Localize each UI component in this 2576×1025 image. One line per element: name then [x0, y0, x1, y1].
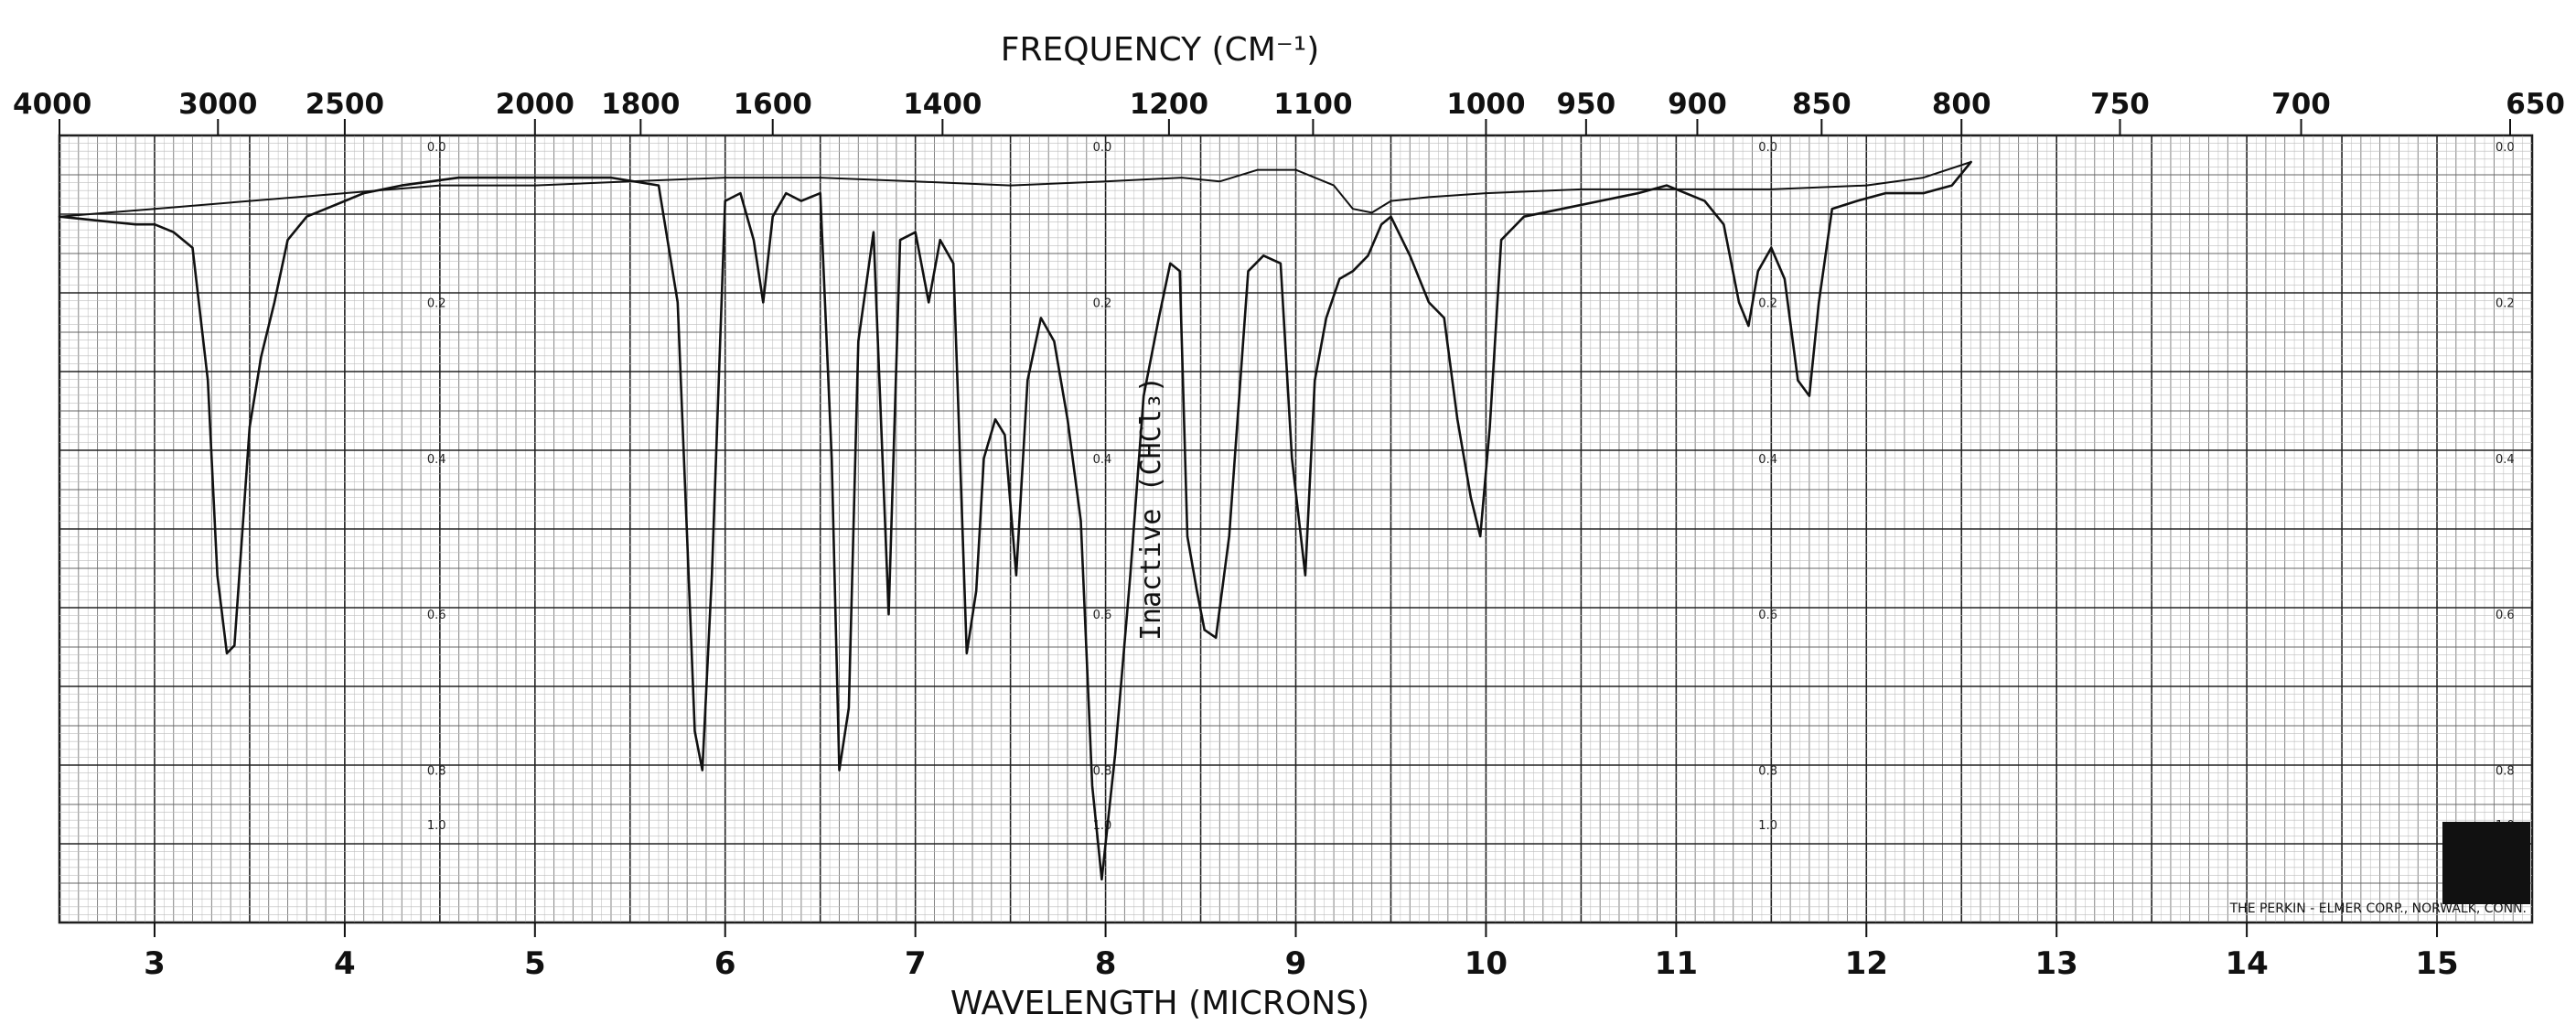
black-marker-block — [2442, 822, 2530, 904]
absorbance-label: 0.8 — [1758, 765, 1777, 779]
absorbance-label: 0.4 — [1093, 453, 1112, 467]
frequency-tick-label: 750 — [2090, 88, 2150, 121]
frequency-tick-label: 650 — [2506, 88, 2565, 121]
absorbance-label: 0.6 — [1093, 609, 1112, 622]
bottom-axis-label: WAVELENGTH (MICRONS) — [950, 985, 1369, 1022]
frequency-tick-label: 4000 — [13, 88, 91, 121]
wavelength-tick-label: 6 — [714, 945, 736, 982]
wavelength-tick-label: 8 — [1095, 945, 1117, 982]
absorbance-label: 1.0 — [427, 819, 446, 833]
frequency-tick-label: 850 — [1792, 88, 1852, 121]
frequency-tick-label: 2500 — [306, 88, 384, 121]
axis-ticks: 4000 3000 2500 2000 1800 1600 1400 1200 1100 1000… — [13, 88, 2565, 982]
annotation-group: Inactive (CHCl₃) — [1135, 376, 1167, 641]
absorbance-label: 0.0 — [427, 141, 446, 155]
frequency-tick-label: 2000 — [496, 88, 574, 121]
absorbance-label: 0.2 — [1093, 297, 1112, 310]
absorbance-label: 0.6 — [1758, 609, 1777, 622]
frequency-tick-label: 1200 — [1130, 88, 1208, 121]
absorbance-label: 0.0 — [1758, 141, 1777, 155]
absorbance-scale: 0.00.20.40.60.81.01.50.00.20.40.60.81.01… — [427, 141, 2515, 833]
wavelength-tick-label: 7 — [905, 945, 927, 982]
chart-grid — [58, 134, 2534, 924]
absorbance-label: 0.8 — [1093, 765, 1112, 779]
absorbance-label: 0.4 — [1758, 453, 1777, 467]
absorbance-label: 0.8 — [2496, 765, 2515, 779]
wavelength-tick-label: 12 — [1845, 945, 1888, 982]
absorbance-label: 0.4 — [2496, 453, 2515, 467]
absorbance-label: 0.6 — [427, 609, 446, 622]
absorbance-label: 0.2 — [2496, 297, 2515, 310]
frequency-tick-label: 800 — [1932, 88, 1991, 121]
wavelength-tick-label: 5 — [524, 945, 546, 982]
absorbance-label: 0.8 — [427, 765, 446, 779]
manufacturer-credit: THE PERKIN - ELMER CORP., NORWALK, CONN. — [2229, 901, 2527, 916]
absorbance-label: 0.2 — [427, 297, 446, 310]
frequency-tick-label: 3000 — [178, 88, 257, 121]
spectrum-traces — [58, 160, 1972, 881]
frequency-tick-label: 1400 — [903, 88, 982, 121]
wavelength-tick-label: 3 — [144, 945, 166, 982]
absorbance-label: 1.0 — [1758, 819, 1777, 833]
frequency-tick-label: 700 — [2271, 88, 2331, 121]
wavelength-tick-label: 14 — [2225, 945, 2268, 982]
wavelength-tick-label: 9 — [1285, 945, 1307, 982]
wavelength-tick-label: 11 — [1655, 945, 1698, 982]
wavelength-tick-label: 10 — [1465, 945, 1508, 982]
frequency-tick-label: 1800 — [601, 88, 680, 121]
frequency-tick-label: 1100 — [1273, 88, 1352, 121]
absorbance-label: 0.2 — [1758, 297, 1777, 310]
frequency-tick-label: 1600 — [734, 88, 812, 121]
reference-trace — [59, 161, 1972, 218]
absorbance-label: 0.0 — [2496, 141, 2515, 155]
frequency-tick-label: 1000 — [1446, 88, 1525, 121]
frequency-tick-label: 950 — [1556, 88, 1615, 121]
absorbance-label: 0.4 — [427, 453, 446, 467]
frequency-tick-label: 900 — [1668, 88, 1727, 121]
sample-trace — [58, 160, 1972, 881]
wavelength-tick-label: 13 — [2035, 945, 2078, 982]
inactive-annotation: Inactive (CHCl₃) — [1135, 376, 1167, 641]
absorbance-label: 0.6 — [2496, 609, 2515, 622]
wavelength-tick-label: 15 — [2415, 945, 2458, 982]
absorbance-label: 0.0 — [1093, 141, 1112, 155]
top-axis-label: FREQUENCY (CM⁻¹) — [1001, 31, 1320, 69]
wavelength-tick-label: 4 — [334, 945, 356, 982]
